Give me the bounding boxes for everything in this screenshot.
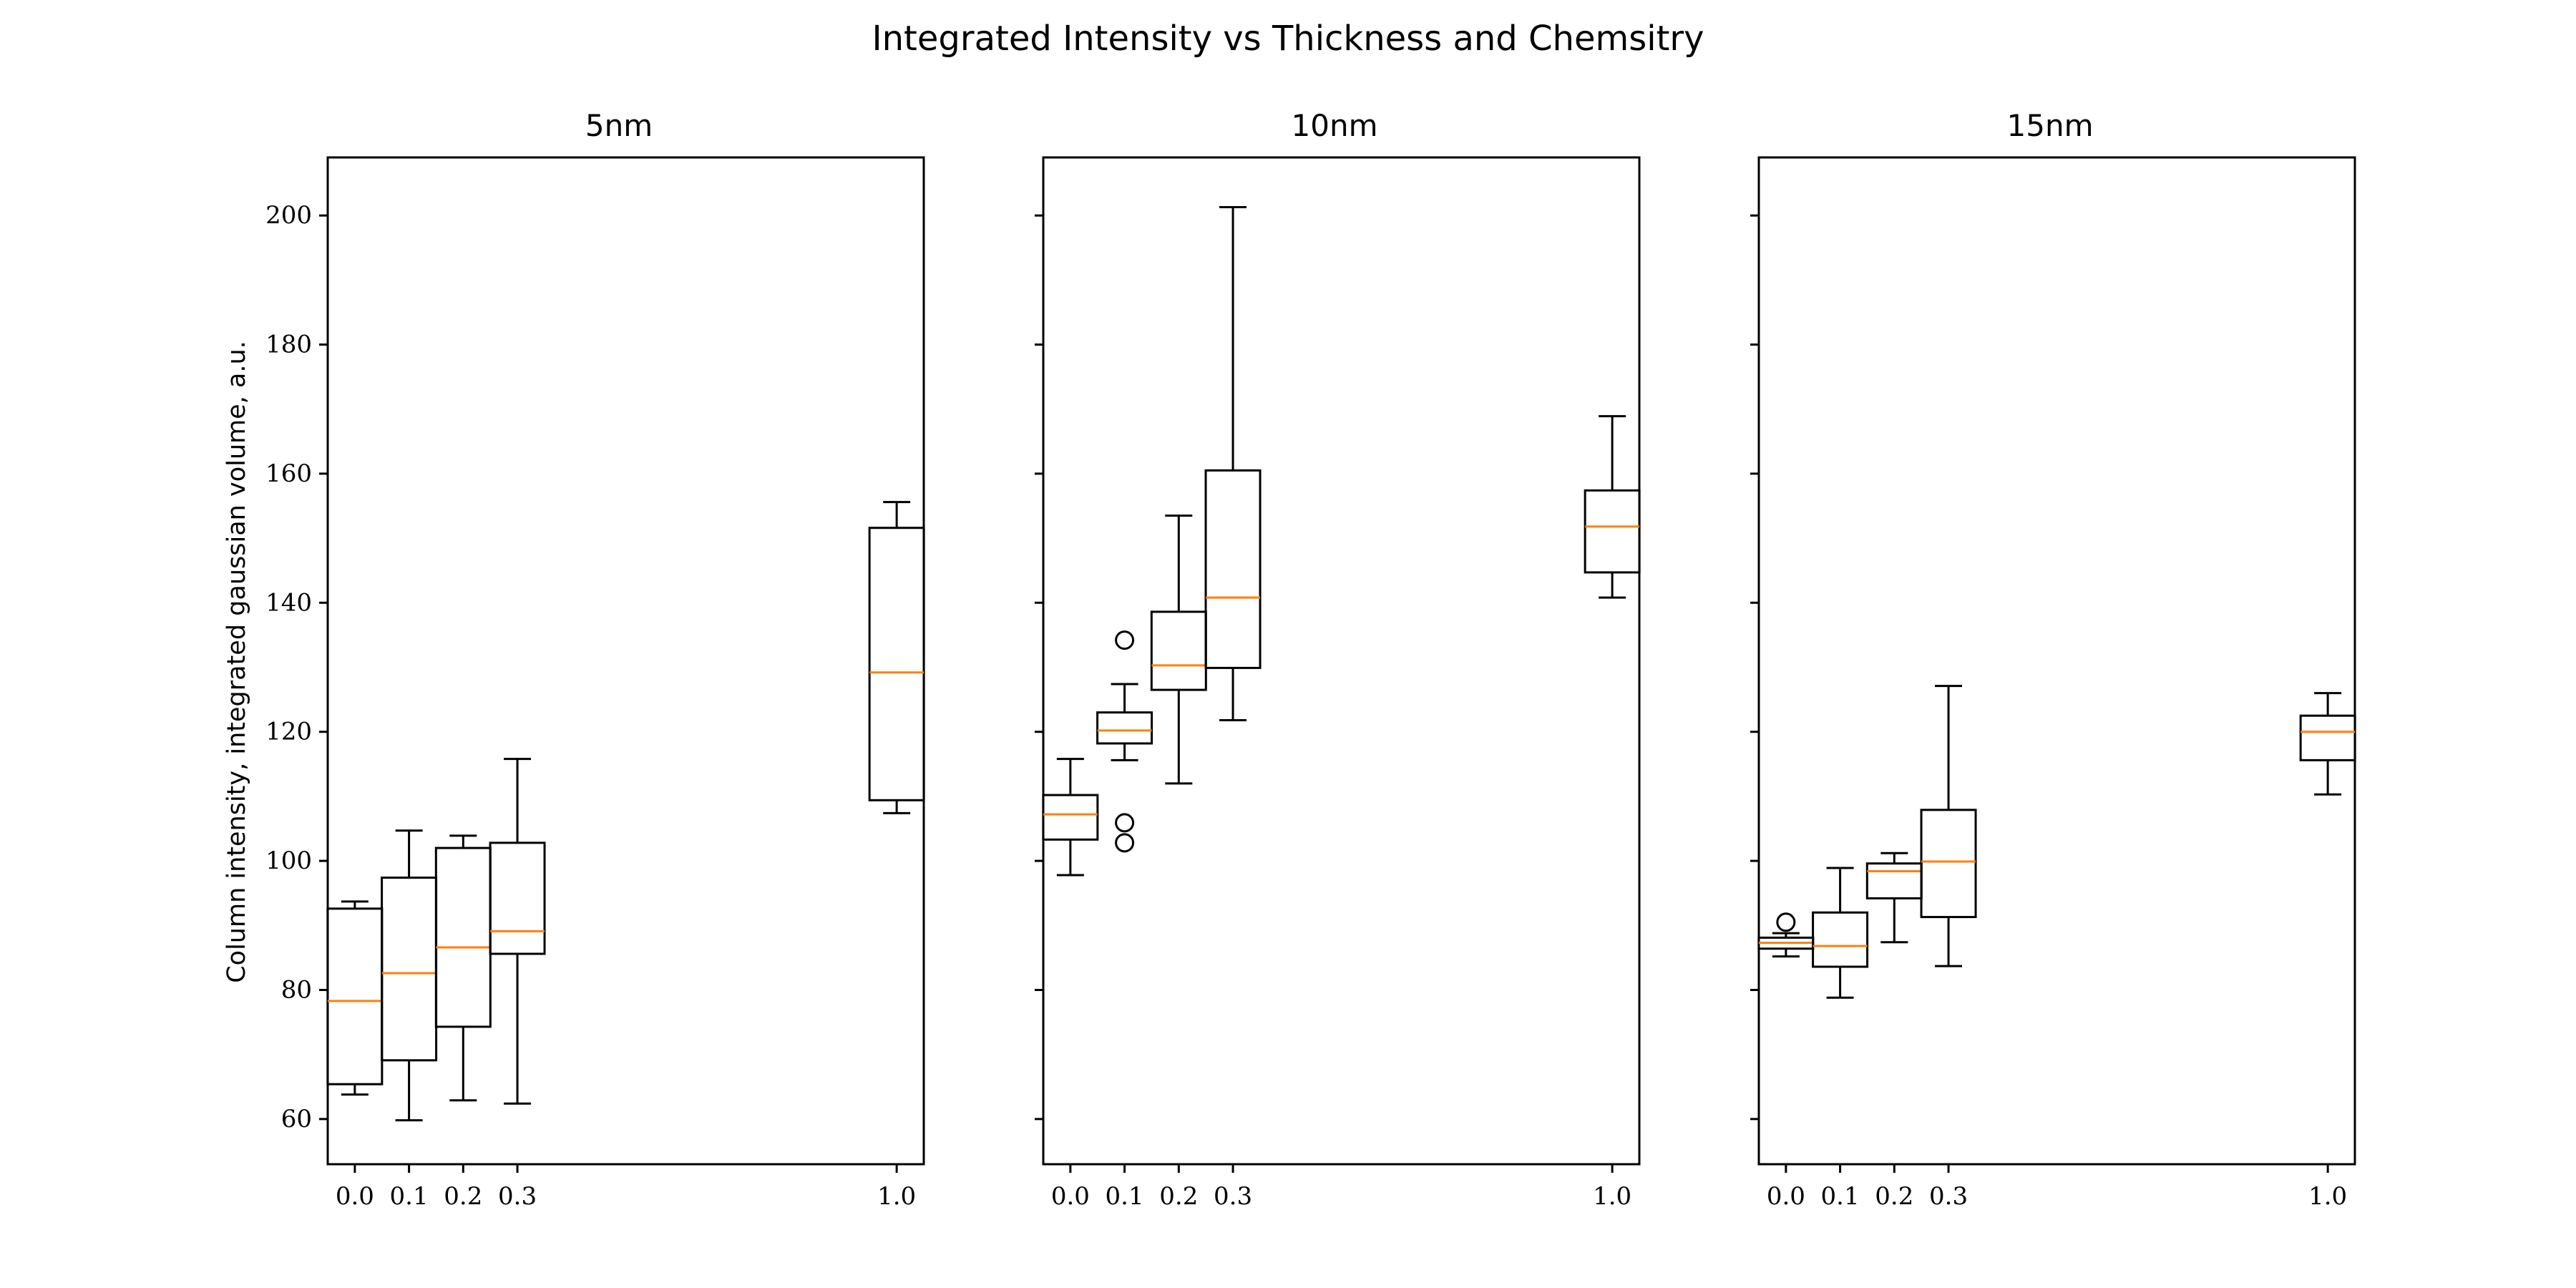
box-plot	[489, 758, 546, 1105]
x-tick-label: 0.1	[1821, 1182, 1860, 1211]
panel-title: 10nm	[1292, 108, 1378, 143]
y-axis-label: Column intensity, integrated gaussian vo…	[223, 341, 251, 983]
box-plot	[1204, 205, 1262, 721]
box-iqr	[2299, 714, 2356, 761]
box-iqr	[1096, 711, 1153, 745]
box-iqr	[1584, 489, 1641, 574]
y-tick-label: 180	[265, 331, 312, 359]
x-tick-label: 1.0	[1593, 1182, 1631, 1211]
box-iqr	[1204, 469, 1262, 669]
y-tick-label: 100	[265, 847, 312, 875]
flier-point	[1776, 912, 1796, 932]
x-tick-label: 0.2	[444, 1182, 482, 1211]
box-plot	[868, 501, 925, 814]
x-tick-label: 0.1	[390, 1182, 429, 1211]
y-tick-label: 200	[265, 201, 312, 230]
flier-point	[1115, 630, 1135, 650]
y-tick-label: 80	[281, 975, 312, 1004]
x-tick-label: 0.0	[1767, 1182, 1805, 1211]
box-plot	[1042, 758, 1099, 877]
box-plot	[1150, 514, 1207, 785]
x-tick-label: 1.0	[877, 1182, 916, 1211]
x-tick-label: 0.0	[1051, 1182, 1090, 1211]
panel-10nm: 10nm 0.0 0.1 0.2 0.3 1.0	[1035, 108, 1641, 1211]
x-tick-label: 0.1	[1106, 1182, 1144, 1211]
y-tick-label: 60	[281, 1105, 312, 1133]
x-tick-label: 1.0	[2308, 1182, 2347, 1211]
box-plot	[1920, 685, 1977, 967]
flier-point	[1115, 813, 1135, 833]
x-tick-label: 0.2	[1875, 1182, 1913, 1211]
panel-title: 15nm	[2007, 108, 2094, 143]
y-tick-label: 140	[265, 588, 312, 617]
panel-title: 5nm	[585, 108, 653, 143]
box-plot	[1812, 867, 1869, 999]
box-iqr	[1812, 911, 1869, 968]
panel-5nm: 5nm 60 80 100 120 140 160 180 200 0.0 0.1 0.2 0.3 1.…	[265, 108, 925, 1211]
box-plot	[1096, 630, 1153, 853]
panel-15nm: 15nm 0.0 0.1 0.2 0.3 1.0	[1750, 108, 2356, 1211]
box-plot	[2299, 692, 2356, 796]
box-iqr	[868, 527, 925, 801]
x-tick-label: 0.2	[1159, 1182, 1198, 1211]
flier-point	[1115, 833, 1135, 853]
x-tick-label: 0.0	[336, 1182, 374, 1211]
box-plot	[1584, 415, 1641, 599]
figure-title: Integrated Intensity vs Thickness and Ch…	[872, 19, 1704, 59]
box-iqr	[1920, 809, 1977, 919]
x-tick-label: 0.3	[1929, 1182, 1968, 1211]
box-plot	[1757, 912, 1815, 958]
box-iqr	[489, 841, 546, 955]
x-tick-label: 0.3	[1214, 1182, 1252, 1211]
x-tick-label: 0.3	[498, 1182, 537, 1211]
axes-frame	[1757, 156, 2356, 1166]
axes-frame	[1042, 156, 1641, 1166]
y-tick-label: 160	[265, 459, 312, 488]
box-iqr	[1042, 794, 1099, 841]
y-tick-label: 120	[265, 718, 312, 746]
